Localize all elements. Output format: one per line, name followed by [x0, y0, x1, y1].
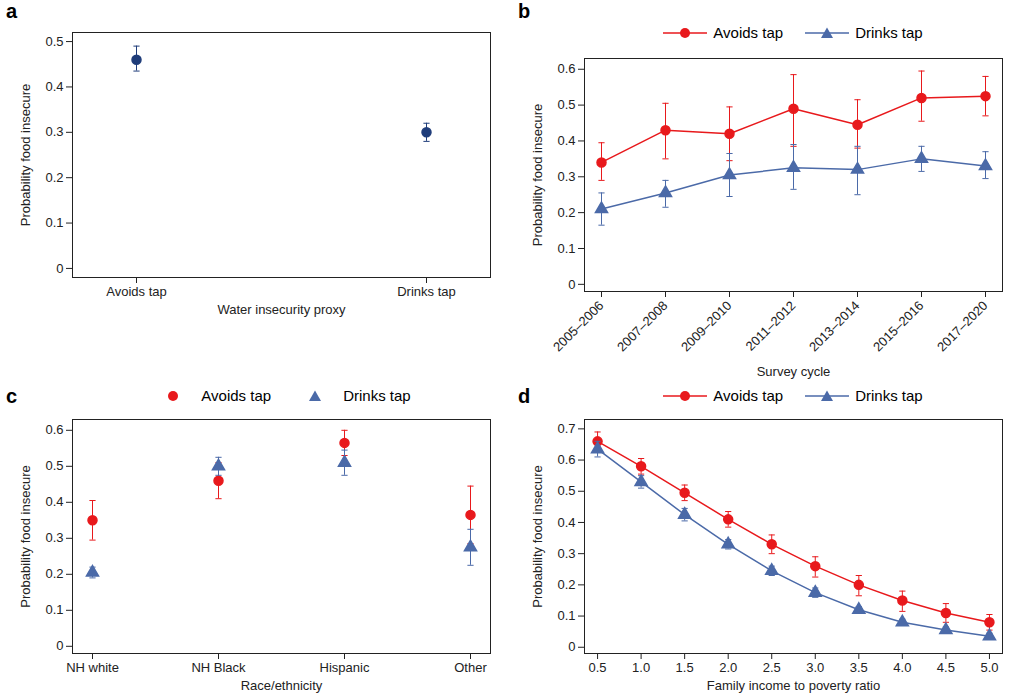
- svg-text:NH Black: NH Black: [191, 660, 246, 675]
- svg-text:0: 0: [568, 639, 575, 654]
- svg-text:0.5: 0.5: [557, 483, 575, 498]
- svg-text:Other: Other: [454, 660, 487, 675]
- svg-text:0.3: 0.3: [45, 124, 63, 139]
- svg-text:2017–2020: 2017–2020: [934, 298, 991, 355]
- svg-text:4.0: 4.0: [893, 660, 911, 675]
- html-text:Avoids tap: Avoids tap: [713, 387, 784, 404]
- svg-text:0.3: 0.3: [557, 169, 575, 184]
- svg-text:0.7: 0.7: [557, 421, 575, 436]
- svg-text:2009–2010: 2009–2010: [678, 298, 735, 355]
- svg-text:0.2: 0.2: [45, 170, 63, 185]
- svg-text:0.1: 0.1: [45, 602, 63, 617]
- svg-text:4.5: 4.5: [937, 660, 955, 675]
- html-text:Drinks tap: Drinks tap: [343, 387, 411, 404]
- svg-text:5.0: 5.0: [980, 660, 998, 675]
- svg-text:Water insecurity proxy: Water insecurity proxy: [217, 302, 346, 317]
- svg-text:Family income to poverty ratio: Family income to poverty ratio: [707, 678, 880, 693]
- svg-text:Survey cycle: Survey cycle: [757, 364, 831, 379]
- svg-text:0.1: 0.1: [45, 215, 63, 230]
- html-text:Drinks tap: Drinks tap: [855, 24, 923, 41]
- svg-text:Probability food insecure: Probability food insecure: [530, 465, 545, 607]
- svg-text:0.5: 0.5: [45, 458, 63, 473]
- svg-text:Drinks tap: Drinks tap: [397, 284, 456, 299]
- svg-text:2.0: 2.0: [719, 660, 737, 675]
- svg-text:2.5: 2.5: [763, 660, 781, 675]
- svg-text:0: 0: [56, 261, 63, 276]
- html-text:a: a: [6, 0, 18, 22]
- svg-text:0.1: 0.1: [557, 241, 575, 256]
- svg-text:2013–2014: 2013–2014: [806, 298, 863, 355]
- html-text:d: d: [518, 385, 531, 407]
- svg-text:3.5: 3.5: [850, 660, 868, 675]
- svg-text:0.4: 0.4: [45, 79, 63, 94]
- svg-text:Probability food insecure: Probability food insecure: [18, 84, 33, 226]
- svg-text:0.2: 0.2: [557, 577, 575, 592]
- svg-text:0.3: 0.3: [557, 546, 575, 561]
- svg-text:0: 0: [568, 276, 575, 291]
- svg-text:2005–2006: 2005–2006: [550, 298, 607, 355]
- svg-text:3.0: 3.0: [806, 660, 824, 675]
- svg-text:Probability food insecure: Probability food insecure: [18, 465, 33, 607]
- svg-text:0.6: 0.6: [557, 452, 575, 467]
- html-text:b: b: [518, 0, 531, 22]
- svg-text:0.3: 0.3: [45, 530, 63, 545]
- svg-text:0.5: 0.5: [589, 660, 607, 675]
- svg-text:Avoids tap: Avoids tap: [106, 284, 166, 299]
- svg-text:2015–2016: 2015–2016: [870, 298, 927, 355]
- svg-text:Probability food insecure: Probability food insecure: [530, 104, 545, 246]
- svg-text:0.6: 0.6: [45, 422, 63, 437]
- html-text:Avoids tap: Avoids tap: [201, 387, 272, 404]
- svg-text:0.4: 0.4: [45, 494, 63, 509]
- svg-text:0.2: 0.2: [45, 566, 63, 581]
- svg-text:0.4: 0.4: [557, 515, 575, 530]
- svg-text:0.5: 0.5: [557, 97, 575, 112]
- html-text:Drinks tap: Drinks tap: [855, 387, 923, 404]
- svg-text:2011–2012: 2011–2012: [743, 298, 799, 354]
- svg-text:NH white: NH white: [66, 660, 119, 675]
- svg-text:0: 0: [56, 638, 63, 653]
- svg-text:0.5: 0.5: [45, 34, 63, 49]
- html-text:c: c: [6, 385, 18, 407]
- svg-text:1.5: 1.5: [676, 660, 694, 675]
- svg-text:Hispanic: Hispanic: [320, 660, 370, 675]
- svg-text:0.2: 0.2: [557, 205, 575, 220]
- svg-text:1.0: 1.0: [632, 660, 650, 675]
- svg-text:0.6: 0.6: [557, 61, 575, 76]
- svg-text:0.4: 0.4: [557, 133, 575, 148]
- svg-text:Race/ethnicity: Race/ethnicity: [241, 678, 323, 693]
- html-text:Avoids tap: Avoids tap: [713, 24, 784, 41]
- svg-text:0.1: 0.1: [557, 608, 575, 623]
- svg-text:2007–2008: 2007–2008: [614, 298, 671, 355]
